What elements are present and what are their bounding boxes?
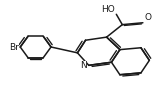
Text: N: N <box>80 61 87 70</box>
Text: HO: HO <box>101 5 115 14</box>
Text: Br: Br <box>9 42 19 52</box>
Text: O: O <box>145 13 151 22</box>
